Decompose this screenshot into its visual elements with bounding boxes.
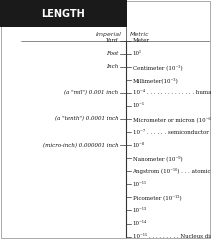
Text: 10⁻¹⁴: 10⁻¹⁴ bbox=[133, 221, 147, 226]
Text: Foot: Foot bbox=[106, 51, 119, 56]
Text: Imperial: Imperial bbox=[95, 32, 121, 37]
Text: Meter: Meter bbox=[133, 38, 150, 43]
Text: Nanometer (10⁻⁹): Nanometer (10⁻⁹) bbox=[133, 155, 182, 161]
Text: 10⁻⁸: 10⁻⁸ bbox=[133, 143, 145, 148]
Text: 10¹: 10¹ bbox=[133, 51, 142, 56]
Text: (a "mil") 0.001 inch: (a "mil") 0.001 inch bbox=[64, 90, 119, 95]
Text: 10⁻⁵: 10⁻⁵ bbox=[133, 103, 145, 109]
Text: Centimeter (10⁻²): Centimeter (10⁻²) bbox=[133, 64, 182, 70]
Text: 10⁻¹¹: 10⁻¹¹ bbox=[133, 182, 147, 187]
Text: (micro-inch) 0.000001 inch: (micro-inch) 0.000001 inch bbox=[43, 143, 119, 148]
Text: 10⁻¹³: 10⁻¹³ bbox=[133, 208, 147, 213]
Text: Millimeter(10⁻³): Millimeter(10⁻³) bbox=[133, 77, 178, 83]
Text: Metric: Metric bbox=[130, 32, 149, 37]
Text: Micrometer or micron (10⁻⁶): Micrometer or micron (10⁻⁶) bbox=[133, 116, 211, 122]
Text: Picometer (10⁻¹²): Picometer (10⁻¹²) bbox=[133, 195, 181, 200]
Text: Angstrom (10⁻¹⁰) . . . atomic diameter: Angstrom (10⁻¹⁰) . . . atomic diameter bbox=[133, 168, 211, 174]
Text: 10⁻⁴ . . . . . . . . . . . . . . human hair: 10⁻⁴ . . . . . . . . . . . . . . human h… bbox=[133, 90, 211, 95]
Text: Inch: Inch bbox=[106, 64, 119, 69]
Text: LENGTH: LENGTH bbox=[41, 9, 85, 19]
Text: 10⁻⁷ . . . . . . semiconductor line width: 10⁻⁷ . . . . . . semiconductor line widt… bbox=[133, 130, 211, 135]
Text: Yard: Yard bbox=[106, 38, 119, 43]
FancyBboxPatch shape bbox=[0, 0, 127, 27]
Text: 10⁻¹⁵ . . . . . . . . . Nucleus diameter: 10⁻¹⁵ . . . . . . . . . Nucleus diameter bbox=[133, 234, 211, 239]
Text: (a "tenth") 0.0001 inch: (a "tenth") 0.0001 inch bbox=[55, 116, 119, 122]
